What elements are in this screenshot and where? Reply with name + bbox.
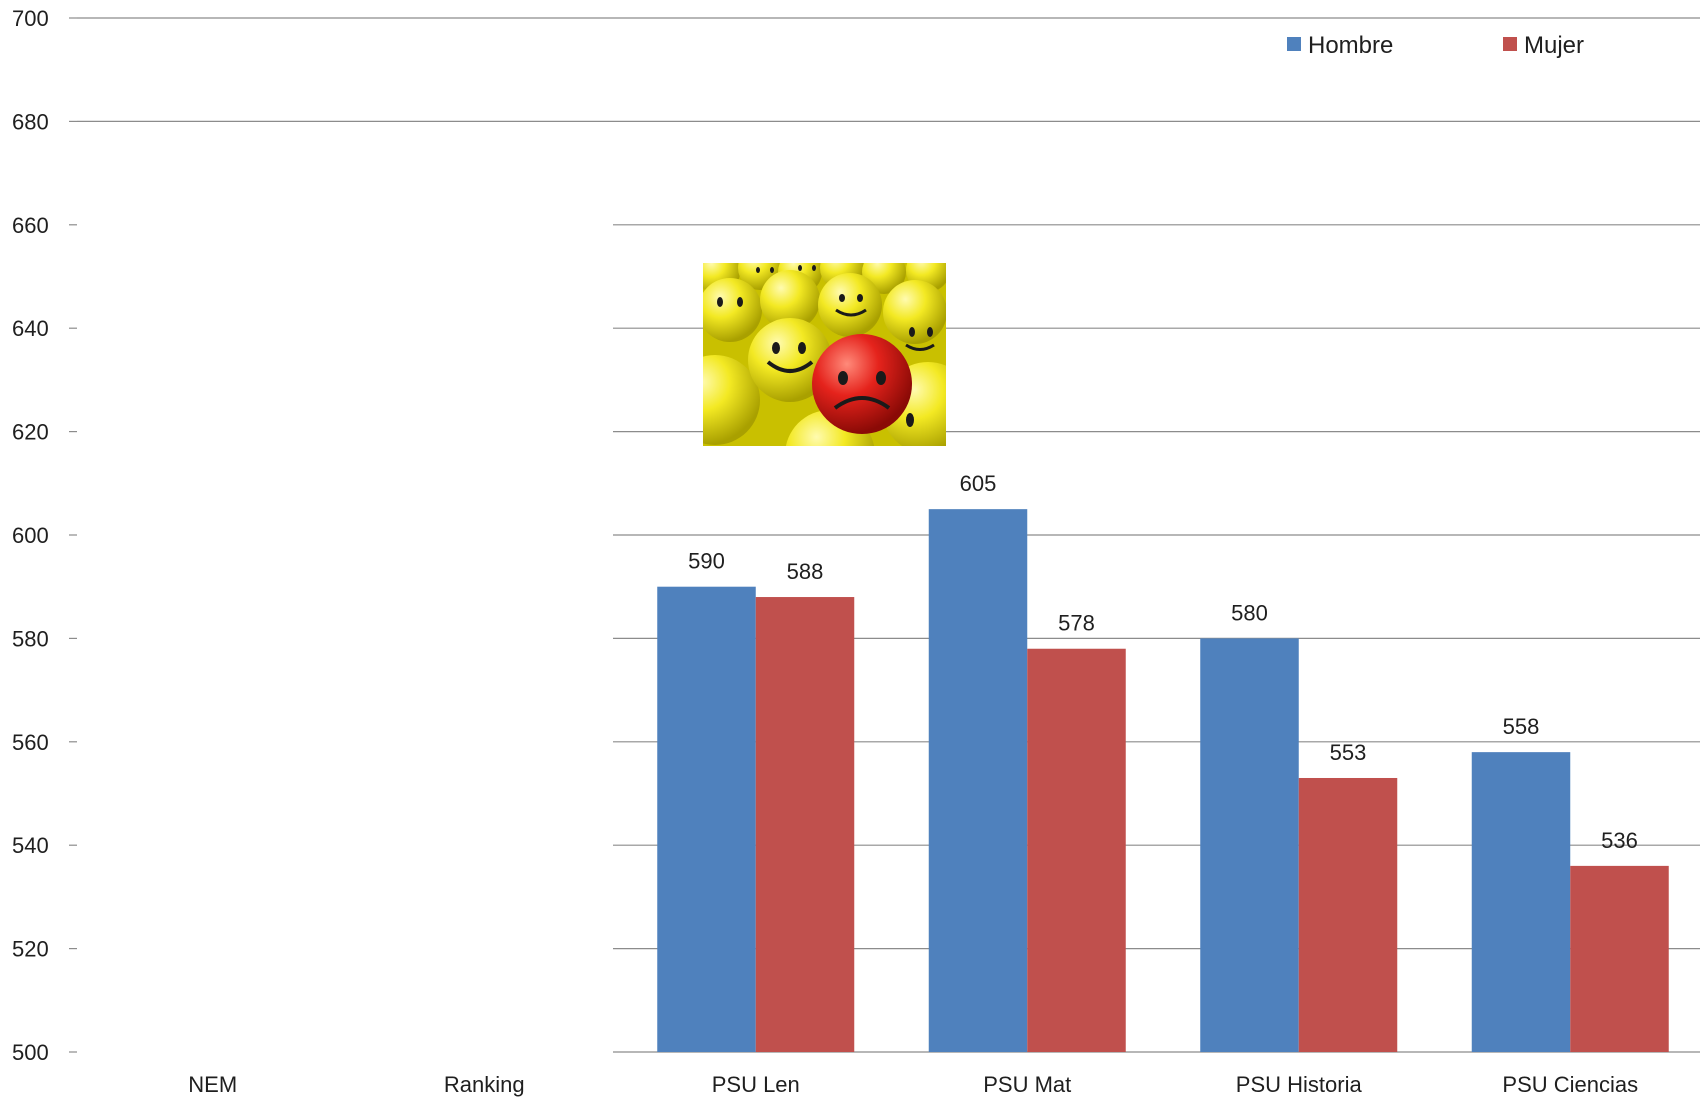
bar-hombre <box>657 586 756 1052</box>
x-axis-categories: NEM Ranking PSU Len PSU Mat PSU Historia PSU … <box>188 1072 1638 1097</box>
y-tick-label: 540 <box>12 833 49 858</box>
bar-hombre <box>1471 752 1571 1052</box>
data-label: 553 <box>1330 740 1367 765</box>
bar-mujer <box>755 597 855 1052</box>
data-label: 590 <box>688 549 725 574</box>
y-tick-label: 640 <box>12 316 49 341</box>
bar-mujer <box>1298 777 1398 1052</box>
category-label: PSU Len <box>712 1072 800 1097</box>
category-label: PSU Mat <box>983 1072 1071 1097</box>
data-label: 558 <box>1503 714 1540 739</box>
category-label: NEM <box>188 1072 237 1097</box>
y-tick-label: 600 <box>12 523 49 548</box>
gridlines <box>77 17 1700 1053</box>
data-label: 605 <box>960 471 997 496</box>
y-tick-label: 680 <box>12 109 49 134</box>
y-tick-label: 620 <box>12 420 49 445</box>
y-tick-label: 500 <box>12 1040 49 1065</box>
y-tick-label: 560 <box>12 730 49 755</box>
data-labels: 590 588 605 578 580 553 558 536 <box>688 471 1638 853</box>
bar-mujer <box>1027 648 1126 1052</box>
bar-hombre <box>928 509 1028 1052</box>
bars <box>657 509 1669 1052</box>
y-tick-label: 700 <box>12 6 49 31</box>
category-label: PSU Ciencias <box>1502 1072 1638 1097</box>
data-label: 536 <box>1601 828 1638 853</box>
y-tick-label: 660 <box>12 213 49 238</box>
category-label: PSU Historia <box>1236 1072 1363 1097</box>
y-tick-label: 520 <box>12 937 49 962</box>
legend-swatch-mujer <box>1503 37 1517 51</box>
data-label: 588 <box>787 559 824 584</box>
y-axis-ticks: 500 520 540 560 580 600 620 640 660 680 700 <box>12 6 77 1065</box>
category-label: Ranking <box>444 1072 525 1097</box>
data-label: 578 <box>1058 611 1095 636</box>
legend-label-mujer: Mujer <box>1524 32 1584 59</box>
legend: Hombre Mujer <box>1287 32 1584 59</box>
y-tick-label: 580 <box>12 626 49 651</box>
data-label: 580 <box>1231 600 1268 625</box>
smiley-faces-image <box>703 263 946 446</box>
legend-label-hombre: Hombre <box>1308 32 1393 59</box>
bar-mujer <box>1570 865 1669 1052</box>
legend-swatch-hombre <box>1287 37 1301 51</box>
bar-hombre <box>1200 638 1299 1052</box>
